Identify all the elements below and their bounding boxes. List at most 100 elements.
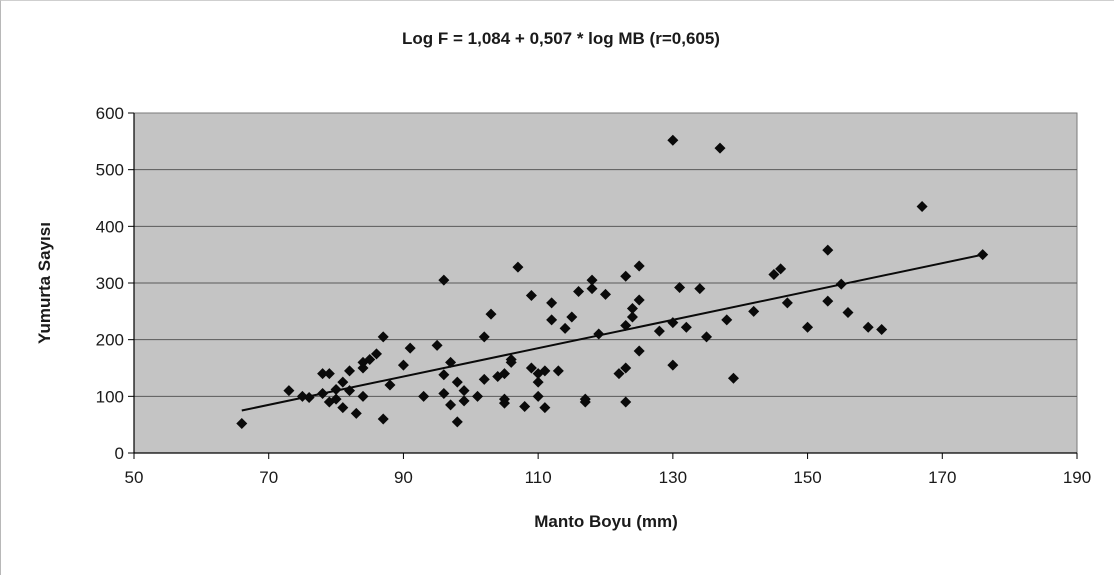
data-points — [236, 134, 989, 430]
data-point — [802, 321, 814, 333]
data-point — [559, 322, 571, 334]
data-point — [977, 249, 989, 261]
data-point — [498, 368, 510, 380]
data-point — [546, 297, 558, 309]
data-point — [451, 376, 463, 388]
data-point — [552, 365, 564, 377]
data-point — [822, 244, 834, 256]
data-point — [418, 390, 430, 402]
data-point — [862, 321, 874, 333]
data-point — [303, 391, 315, 403]
data-point — [626, 303, 638, 314]
x-tick-labels: 50 70 90 110 130 150 170 190 — [125, 468, 1092, 487]
data-point — [775, 263, 787, 275]
data-point — [768, 269, 780, 280]
data-point — [916, 201, 928, 212]
data-point — [337, 376, 349, 388]
data-point — [397, 359, 409, 371]
data-point — [633, 294, 645, 306]
data-point — [748, 305, 760, 317]
chart-title: Log F = 1,084 + 0,507 * log MB (r=0,605) — [402, 29, 720, 48]
data-point — [539, 365, 551, 377]
data-point — [512, 261, 524, 273]
data-point — [626, 311, 638, 323]
y-axis-title: Yumurta Sayısı — [35, 222, 54, 344]
data-point — [458, 395, 470, 407]
data-point — [633, 345, 645, 357]
data-point — [727, 372, 739, 384]
axes — [128, 112, 1078, 459]
data-point — [438, 388, 450, 399]
x-tick-label: 90 — [394, 468, 413, 487]
data-point — [330, 384, 342, 396]
x-tick-label: 110 — [525, 468, 552, 487]
y-tick-label: 200 — [96, 331, 124, 350]
y-tick-label: 400 — [96, 217, 124, 236]
x-tick-label: 130 — [659, 468, 687, 487]
x-tick-label: 70 — [259, 468, 278, 487]
data-point — [445, 399, 457, 411]
data-point — [485, 308, 497, 320]
y-tick-label: 300 — [96, 274, 124, 293]
data-point — [498, 397, 510, 409]
y-tick-label: 100 — [96, 387, 124, 406]
data-point — [633, 260, 645, 272]
data-point — [451, 416, 463, 428]
y-tick-label: 600 — [96, 104, 124, 123]
data-point — [438, 274, 450, 286]
trendline — [241, 253, 983, 412]
data-point — [330, 393, 342, 405]
data-point — [781, 297, 793, 309]
data-point — [370, 348, 382, 360]
data-point — [364, 354, 376, 365]
data-point — [674, 282, 686, 294]
data-point — [283, 385, 295, 397]
data-point — [600, 288, 611, 300]
data-point — [586, 283, 598, 295]
y-tick-labels: 0 100 200 300 400 500 600 — [96, 104, 124, 463]
data-point — [566, 311, 578, 323]
data-point — [323, 368, 335, 380]
x-axis-title: Manto Boyu (mm) — [534, 512, 678, 531]
data-point — [701, 331, 713, 343]
y-tick-label: 500 — [96, 161, 124, 180]
data-point — [721, 314, 733, 326]
data-point — [505, 356, 517, 368]
trendline-group — [241, 253, 983, 412]
data-point — [586, 274, 598, 286]
data-point — [478, 373, 490, 385]
data-point — [350, 407, 362, 419]
data-point — [822, 295, 834, 307]
data-point — [337, 402, 349, 414]
data-point — [573, 286, 585, 297]
data-point — [357, 390, 369, 402]
data-point — [472, 390, 484, 402]
data-point — [478, 331, 490, 343]
x-tick-label: 150 — [793, 468, 821, 487]
data-point — [579, 393, 591, 405]
data-point — [438, 369, 450, 381]
data-point — [317, 368, 329, 380]
data-point — [404, 342, 416, 354]
data-point — [431, 339, 443, 351]
data-point — [344, 365, 356, 377]
data-point — [620, 396, 632, 408]
data-point — [546, 314, 558, 326]
data-point — [842, 306, 854, 318]
data-point — [539, 402, 551, 414]
data-point — [532, 376, 544, 388]
data-point — [613, 368, 625, 380]
grid-lines — [134, 169, 1077, 397]
data-point — [377, 331, 389, 343]
x-tick-label: 190 — [1063, 468, 1091, 487]
data-point — [377, 413, 389, 425]
x-tick-label: 50 — [125, 468, 144, 487]
data-point — [667, 134, 679, 146]
x-tick-label: 170 — [928, 468, 956, 487]
data-point — [714, 142, 726, 154]
data-point — [653, 325, 665, 337]
data-point — [525, 289, 537, 301]
data-point — [620, 270, 632, 282]
